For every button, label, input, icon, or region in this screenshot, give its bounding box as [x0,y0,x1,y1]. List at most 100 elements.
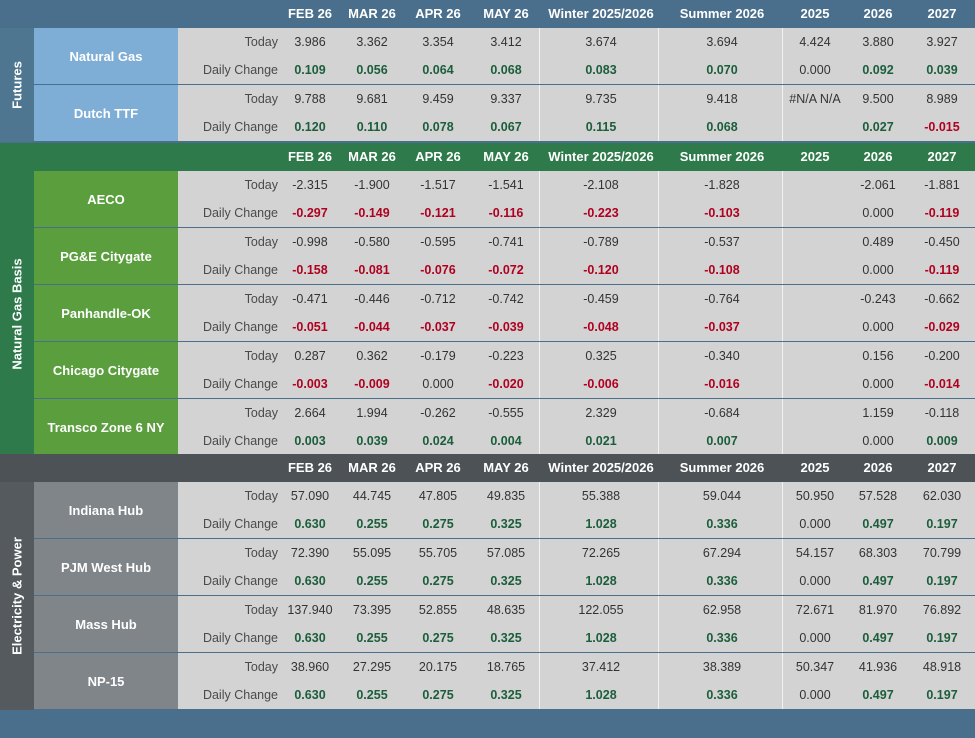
column-header-2025: 2025 [800,6,830,21]
today-value-winter-2025-2026: -2.108 [583,178,619,192]
daily-change-value-feb-26: 0.630 [294,517,326,531]
today-value-2026: 1.159 [862,406,894,420]
row-mass-hub: Mass Hub Today 137.940 73.395 52.855 48.635 12… [34,596,975,652]
today-value-mar-26: 44.745 [352,489,392,503]
today-line: Today 57.090 44.745 47.805 49.835 55.388 59.04… [178,482,975,510]
daily-change-value-2026: 0.497 [862,574,894,588]
instrument-name: AECO [34,171,178,227]
today-label: Today [244,235,278,249]
today-value-2026: 41.936 [858,660,898,674]
today-value-winter-2025-2026: -0.789 [583,235,619,249]
today-value-summer-2026: -0.537 [704,235,740,249]
today-value-2026: -2.061 [860,178,896,192]
today-value-2026: 0.156 [862,349,894,363]
daily-change-value-2027: 0.197 [926,688,958,702]
daily-change-label: Daily Change [202,517,278,531]
today-value-apr-26: 47.805 [418,489,458,503]
daily-change-value-apr-26: 0.000 [422,377,454,391]
today-value-apr-26: 55.705 [418,546,458,560]
daily-change-value-apr-26: 0.275 [422,517,454,531]
today-value-2026: 57.528 [858,489,898,503]
today-value-2025: 50.950 [795,489,835,503]
daily-change-label: Daily Change [202,206,278,220]
values-cell: Today 0.287 0.362 -0.179 -0.223 0.325 -0.340 0.… [178,342,975,398]
daily-change-value-summer-2026: 0.336 [706,517,738,531]
column-divider [658,285,659,341]
daily-change-value-may-26: 0.004 [490,434,522,448]
today-label: Today [244,406,278,420]
daily-change-value-2027: 0.197 [926,631,958,645]
column-header-futures: FEB 26 MAR 26 APR 26 MAY 26 Winter 2025/2026… [0,0,975,28]
section-power: Electricity & Power Indiana Hub Today 57.09… [0,482,975,710]
daily-change-value-apr-26: 0.275 [422,688,454,702]
column-divider [539,399,540,455]
daily-change-line: Daily Change -0.003 -0.009 0.000 -0.020 -0.00… [178,370,975,398]
daily-change-value-may-26: -0.039 [488,320,524,334]
column-header-summer-2026: Summer 2026 [679,6,765,21]
today-value-feb-26: -2.315 [292,178,328,192]
today-value-summer-2026: -0.340 [704,349,740,363]
today-line: Today 72.390 55.095 55.705 57.085 72.265 67.29… [178,539,975,567]
instrument-name: Mass Hub [34,596,178,652]
daily-change-value-feb-26: -0.297 [292,206,328,220]
today-value-may-26: 18.765 [486,660,526,674]
today-line: Today 9.788 9.681 9.459 9.337 9.735 9.418 #N/A … [178,85,975,113]
instrument-name: Indiana Hub [34,482,178,538]
daily-change-value-winter-2025-2026: 0.115 [585,120,617,134]
column-divider [782,285,783,341]
today-value-2026: 3.880 [862,35,894,49]
daily-change-label: Daily Change [202,631,278,645]
daily-change-value-2025: 0.000 [799,688,831,702]
column-divider [782,85,783,141]
daily-change-value-summer-2026: -0.016 [704,377,740,391]
today-value-2025: 50.347 [795,660,835,674]
today-line: Today 137.940 73.395 52.855 48.635 122.055 62.… [178,596,975,624]
today-value-winter-2025-2026: 37.412 [581,660,621,674]
instrument-name: PJM West Hub [34,539,178,595]
today-value-2027: -0.450 [924,235,960,249]
today-value-may-26: 57.085 [486,546,526,560]
daily-change-value-2026: 0.000 [862,206,894,220]
row-aeco: AECO Today -2.315 -1.900 -1.517 -1.541 -2.108 -… [34,171,975,227]
today-value-winter-2025-2026: 122.055 [578,603,624,617]
today-value-apr-26: -0.595 [420,235,456,249]
values-cell: Today -0.998 -0.580 -0.595 -0.741 -0.789 -0.53… [178,228,975,284]
daily-change-value-2026: 0.497 [862,517,894,531]
daily-change-value-may-26: 0.325 [490,688,522,702]
daily-change-value-winter-2025-2026: -0.120 [583,263,619,277]
section-label-futures: Futures [0,28,34,142]
daily-change-value-summer-2026: -0.103 [704,206,740,220]
daily-change-label: Daily Change [202,263,278,277]
today-value-apr-26: 20.175 [418,660,458,674]
today-line: Today 3.986 3.362 3.354 3.412 3.674 3.694 4.424… [178,28,975,56]
daily-change-value-mar-26: -0.044 [354,320,390,334]
today-label: Today [244,546,278,560]
section-label-text: Natural Gas Basis [9,257,25,370]
column-divider [782,171,783,227]
instrument-name: Natural Gas [34,28,178,84]
today-value-2026: 0.489 [862,235,894,249]
today-value-2027: 62.030 [922,489,962,503]
values-cell: Today 9.788 9.681 9.459 9.337 9.735 9.418 #N/A … [178,85,975,141]
column-header-may-26: MAY 26 [483,149,529,164]
row-chicago-citygate: Chicago Citygate Today 0.287 0.362 -0.179 -0.… [34,342,975,398]
today-value-2026: 68.303 [858,546,898,560]
daily-change-value-2026: 0.000 [862,263,894,277]
today-value-2026: -0.243 [860,292,896,306]
daily-change-value-may-26: 0.325 [490,574,522,588]
today-value-2027: 48.918 [922,660,962,674]
row-pjm-west-hub: PJM West Hub Today 72.390 55.095 55.705 57.08… [34,539,975,595]
today-line: Today 0.287 0.362 -0.179 -0.223 0.325 -0.340 0.… [178,342,975,370]
column-divider [658,596,659,652]
daily-change-value-2026: 0.092 [862,63,894,77]
today-value-2025: 4.424 [799,35,831,49]
daily-change-value-feb-26: 0.109 [294,63,326,77]
column-header-winter-2025-2026: Winter 2025/2026 [548,460,654,475]
today-value-winter-2025-2026: 2.329 [585,406,617,420]
today-value-apr-26: 3.354 [422,35,454,49]
today-label: Today [244,178,278,192]
daily-change-line: Daily Change 0.630 0.255 0.275 0.325 1.028 0.3… [178,567,975,595]
today-value-summer-2026: 59.044 [702,489,742,503]
row-indiana-hub: Indiana Hub Today 57.090 44.745 47.805 49.835… [34,482,975,538]
today-value-2027: 70.799 [922,546,962,560]
